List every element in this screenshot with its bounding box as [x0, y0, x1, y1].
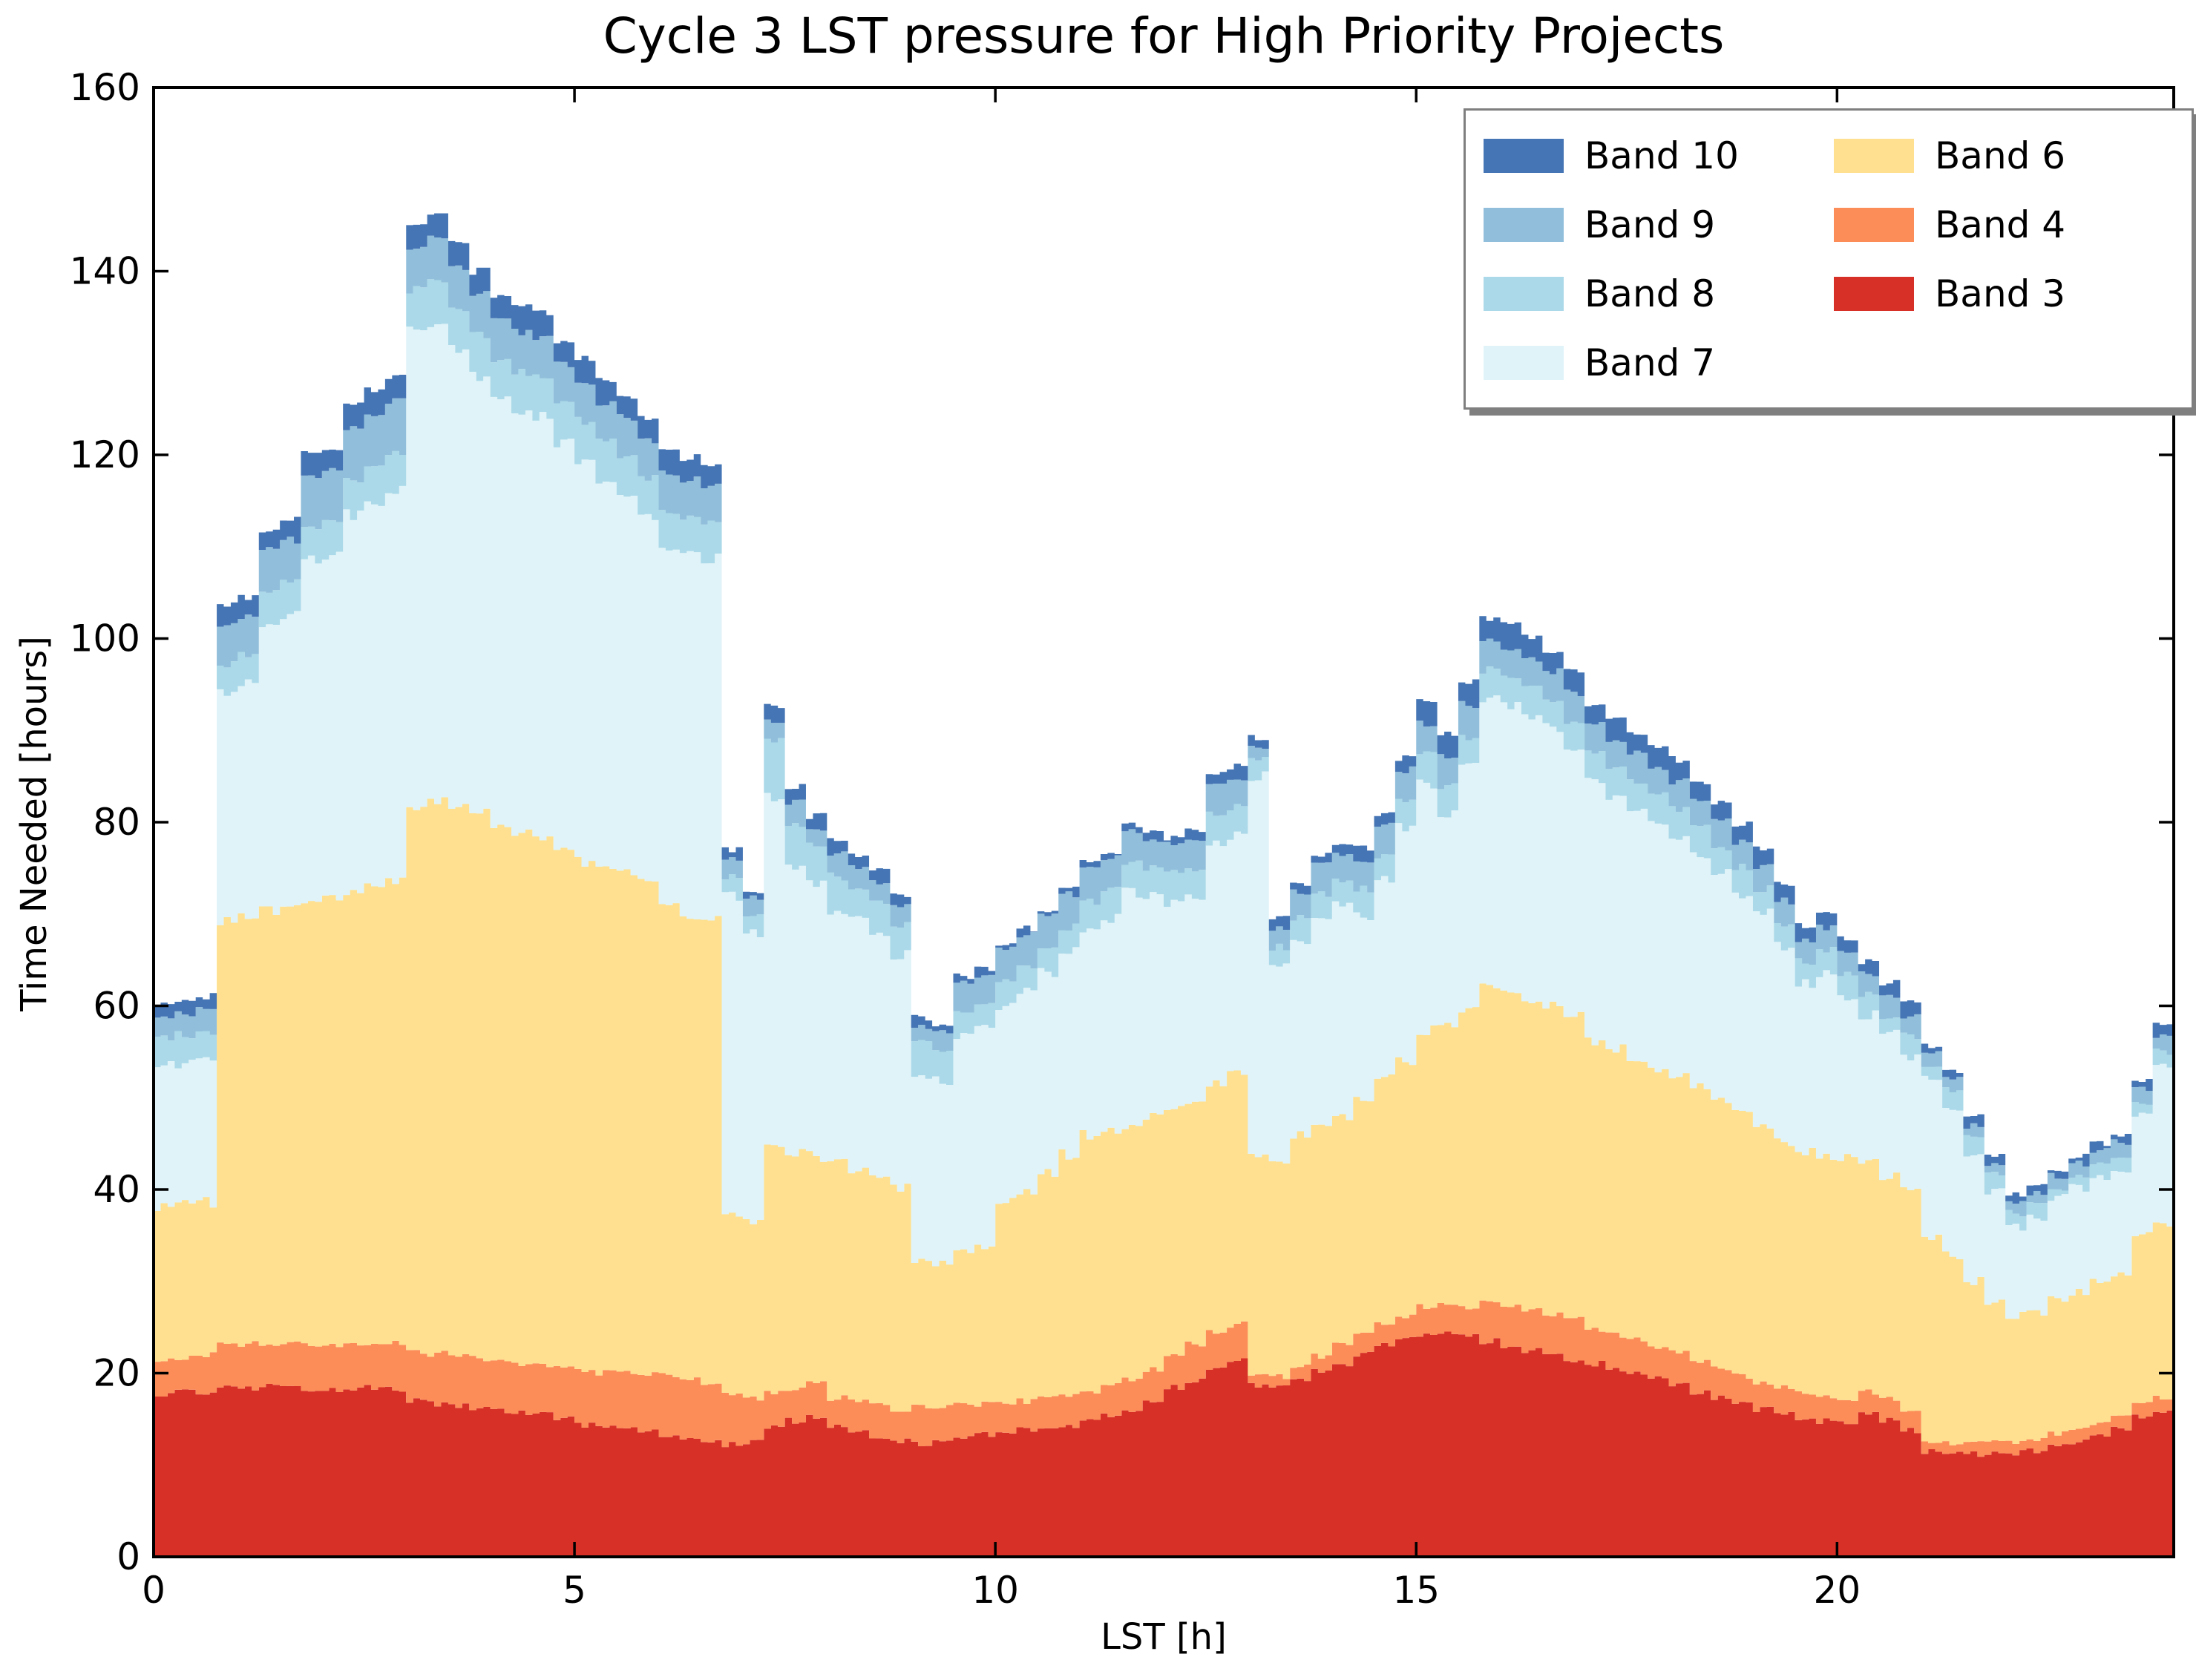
- legend-swatch: [1484, 138, 1564, 173]
- legend-label: Band 10: [1584, 134, 1739, 177]
- legend-item-band-6: Band 6: [1834, 121, 2184, 190]
- legend-item-band-8: Band 8: [1484, 259, 1834, 328]
- y-tick-label: 40: [93, 1168, 140, 1211]
- legend-label: Band 9: [1584, 203, 1716, 246]
- legend-item-band-9: Band 9: [1484, 190, 1834, 259]
- legend-swatch: [1484, 345, 1564, 380]
- y-tick-label: 60: [93, 985, 140, 1028]
- legend-label: Band 4: [1935, 203, 2066, 246]
- legend-label: Band 8: [1584, 272, 1716, 315]
- y-tick-label: 20: [93, 1352, 140, 1395]
- legend: Band 10 Band 6 Band 9 Band 4 Band 8 Band 3 Ban…: [1464, 108, 2194, 410]
- legend-item-band-10: Band 10: [1484, 121, 1834, 190]
- legend-item-band-3: Band 3: [1834, 259, 2184, 328]
- x-tick-label: 5: [563, 1569, 586, 1612]
- legend-label: Band 6: [1935, 134, 2066, 177]
- area-band-3: [154, 1331, 2174, 1557]
- x-tick-label: 15: [1392, 1569, 1440, 1612]
- y-tick-label: 0: [117, 1535, 140, 1578]
- y-tick-label: 140: [70, 250, 140, 293]
- area-band-4: [154, 1300, 2174, 1457]
- x-axis-label: LST [h]: [1101, 1616, 1227, 1658]
- y-tick-label: 160: [70, 66, 140, 109]
- legend-item-band-7: Band 7: [1484, 328, 1834, 397]
- legend-swatch: [1834, 207, 1914, 242]
- chart-title: Cycle 3 LST pressure for High Priority P…: [603, 7, 1725, 65]
- y-tick-label: 80: [93, 801, 140, 844]
- x-tick-label: 20: [1814, 1569, 1861, 1612]
- legend-label: Band 7: [1584, 341, 1716, 384]
- area-band-9: [154, 235, 2174, 1217]
- legend-swatch: [1834, 276, 1914, 311]
- legend-swatch: [1484, 276, 1564, 311]
- y-tick-label: 100: [70, 617, 140, 660]
- area-band-8: [154, 279, 2174, 1231]
- area-band-10: [154, 213, 2174, 1204]
- area-band-6: [154, 797, 2174, 1446]
- x-tick-label: 10: [971, 1569, 1019, 1612]
- y-axis-label: Time Needed [hours]: [13, 636, 55, 1011]
- legend-item-band-4: Band 4: [1834, 190, 2184, 259]
- legend-label: Band 3: [1935, 272, 2066, 315]
- y-tick-label: 120: [70, 433, 140, 476]
- legend-swatch: [1834, 138, 1914, 173]
- area-band-7: [154, 324, 2174, 1319]
- legend-swatch: [1484, 207, 1564, 242]
- x-tick-label: 0: [142, 1569, 165, 1612]
